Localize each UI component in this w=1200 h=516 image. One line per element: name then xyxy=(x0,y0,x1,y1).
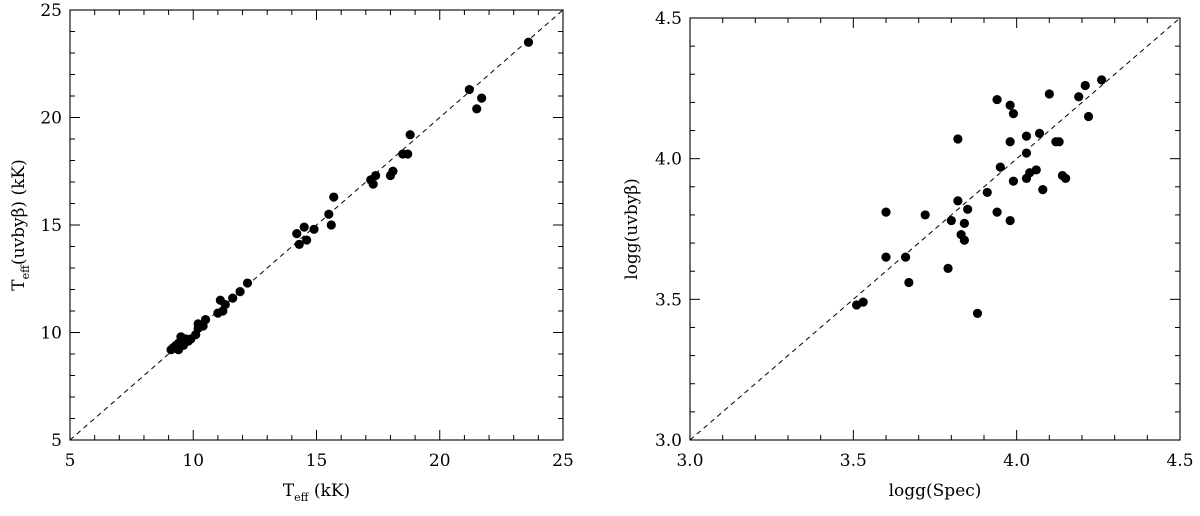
data-point xyxy=(881,252,891,262)
data-point xyxy=(220,299,230,310)
data-point xyxy=(1044,89,1054,99)
data-point xyxy=(464,84,474,95)
data-point xyxy=(920,210,930,220)
data-point xyxy=(953,134,963,144)
data-point xyxy=(326,220,336,230)
data-point xyxy=(963,204,973,214)
data-point xyxy=(1038,185,1048,195)
x-tick-label: 15 xyxy=(306,451,328,471)
data-point xyxy=(1005,215,1015,226)
data-point xyxy=(302,235,312,245)
data-point xyxy=(1034,128,1045,138)
data-point xyxy=(472,104,482,114)
data-point xyxy=(1080,80,1090,91)
x-tick-label: 10 xyxy=(182,451,204,471)
data-point xyxy=(972,308,983,318)
data-point xyxy=(368,179,378,189)
data-point xyxy=(1005,137,1015,147)
data-point xyxy=(1008,109,1019,119)
y-tick-label: 4.0 xyxy=(655,150,682,170)
y-tick-label: 3.5 xyxy=(655,290,682,310)
data-point xyxy=(904,277,914,288)
y-tick-label: 20 xyxy=(40,109,62,129)
teff-comparison-panel: 5 10 15 20 25 5 10 15 20 25 Teff (kK) Teff(uvbyβ) (… xyxy=(9,1,574,504)
y-tick-label: 5 xyxy=(51,431,62,451)
data-point xyxy=(242,278,253,288)
data-point xyxy=(959,235,970,245)
data-point xyxy=(388,166,398,176)
one-to-one-line xyxy=(689,17,1181,441)
plot-frame xyxy=(689,17,1181,441)
data-point xyxy=(294,239,304,249)
data-point xyxy=(235,287,245,297)
one-to-one-line xyxy=(69,9,564,441)
data-point xyxy=(477,93,487,103)
data-point xyxy=(403,149,413,159)
data-point xyxy=(228,293,238,303)
data-point xyxy=(982,187,992,198)
data-point xyxy=(1061,173,1071,183)
data-point xyxy=(995,162,1005,172)
data-point xyxy=(959,218,970,228)
data-point xyxy=(1083,111,1094,122)
data-point xyxy=(992,94,1002,105)
x-tick-label: 3.5 xyxy=(840,451,867,471)
data-point xyxy=(1021,131,1032,141)
data-point xyxy=(943,263,953,273)
data-point xyxy=(299,222,309,232)
x-tick-label: 3.0 xyxy=(676,451,703,471)
data-point xyxy=(309,224,319,234)
data-point xyxy=(324,209,334,219)
data-point xyxy=(901,252,911,262)
x-tick-label: 5 xyxy=(65,451,76,471)
x-axis-label: logg(Spec) xyxy=(889,481,982,501)
x-tick-label: 4.0 xyxy=(1003,451,1030,471)
data-point xyxy=(523,37,534,47)
y-tick-label: 4.5 xyxy=(655,9,682,29)
data-point xyxy=(200,315,211,325)
data-point xyxy=(1021,148,1032,158)
data-point xyxy=(858,297,868,307)
y-tick-label: 3.0 xyxy=(655,431,682,451)
y-tick-label: 10 xyxy=(40,324,62,344)
logg-comparison-panel: 3.0 3.5 4.0 4.5 3.0 3.5 4.0 4.5 logg(Spec) logg(u… xyxy=(622,9,1194,501)
data-point xyxy=(329,192,339,202)
data-point xyxy=(946,215,956,226)
data-point xyxy=(953,196,963,206)
data-point xyxy=(1008,176,1019,186)
data-point xyxy=(1074,92,1084,102)
y-tick-label: 15 xyxy=(40,216,62,236)
data-point xyxy=(292,229,302,239)
y-tick-label: 25 xyxy=(40,1,62,21)
data-point xyxy=(1097,75,1107,85)
data-point xyxy=(1031,165,1041,175)
x-tick-label: 4.5 xyxy=(1166,451,1193,471)
y-axis-label: logg(uvbyβ) xyxy=(622,178,642,280)
y-axis-label: Teff(uvbyβ) (kK) xyxy=(9,159,32,290)
data-point xyxy=(405,130,415,140)
x-axis-label: Teff (kK) xyxy=(283,481,350,504)
x-tick-label: 25 xyxy=(552,451,574,471)
data-point xyxy=(992,207,1002,217)
x-tick-label: 20 xyxy=(429,451,451,471)
data-point xyxy=(371,170,381,181)
data-point xyxy=(1005,100,1015,110)
data-point xyxy=(881,207,891,217)
data-point xyxy=(1054,137,1064,147)
